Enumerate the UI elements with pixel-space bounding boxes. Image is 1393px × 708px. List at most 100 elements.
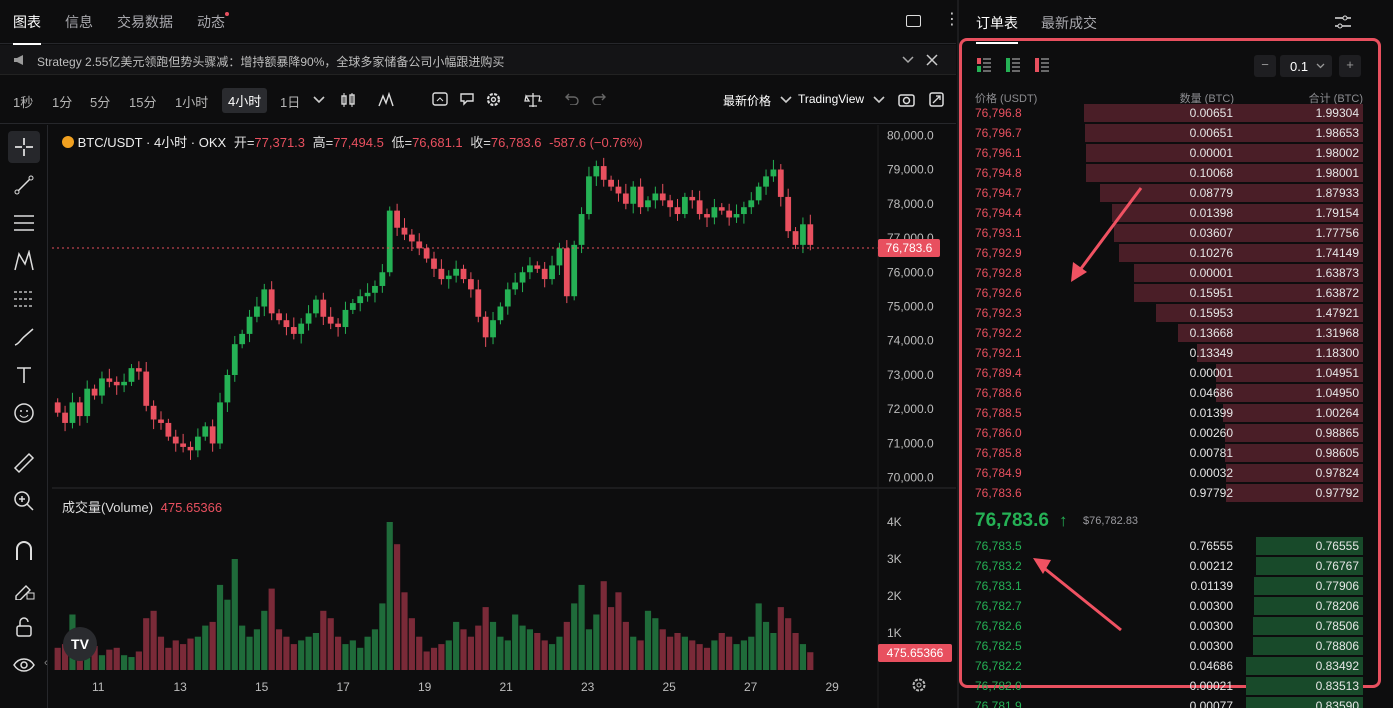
interval-1s[interactable]: 1秒: [13, 95, 34, 110]
provider-select[interactable]: TradingView: [798, 92, 865, 106]
candle-body: [401, 227, 408, 235]
ask-row[interactable]: 76,793.1 0.03607 1.77756: [975, 223, 1363, 243]
settings-icon[interactable]: [911, 677, 927, 693]
interval-1m[interactable]: 1分: [52, 95, 73, 110]
ask-row[interactable]: 76,796.8 0.00651 1.99304: [975, 103, 1363, 123]
replay-icon[interactable]: [432, 91, 448, 107]
bid-row[interactable]: 76,783.2 0.00212 0.76767: [975, 556, 1363, 576]
redo-icon[interactable]: [592, 93, 606, 105]
eye-icon[interactable]: [8, 649, 40, 681]
tab-chart[interactable]: 图表: [13, 14, 41, 45]
tab-activity[interactable]: 动态: [197, 14, 225, 30]
ask-row[interactable]: 76,786.0 0.00260 0.98865: [975, 423, 1363, 443]
gear-icon[interactable]: [485, 91, 502, 108]
tab-order-book[interactable]: 订单表: [976, 15, 1018, 31]
horizontal-lines-icon[interactable]: [8, 207, 40, 239]
interval-1d[interactable]: 1日: [280, 95, 301, 110]
text-icon[interactable]: [8, 359, 40, 391]
bid-row[interactable]: 76,781.9 0.00077 0.83590: [975, 696, 1363, 708]
price-axis[interactable]: 80,000.079,000.078,000.077,000.076,000.0…: [887, 128, 934, 484]
ask-row[interactable]: 76,794.7 0.08779 1.87933: [975, 183, 1363, 203]
fullscreen-icon[interactable]: [929, 92, 944, 107]
ask-row[interactable]: 76,792.9 0.10276 1.74149: [975, 243, 1363, 263]
ask-row[interactable]: 76,794.8 0.10068 1.98001: [975, 163, 1363, 183]
tab-trading-data[interactable]: 交易数据: [117, 14, 173, 30]
bid-row[interactable]: 76,782.2 0.04686 0.83492: [975, 656, 1363, 676]
asks-view-icon[interactable]: [1035, 58, 1049, 72]
ask-row[interactable]: 76,783.6 0.97792 0.97792: [975, 483, 1363, 503]
ask-row[interactable]: 76,788.6 0.04686 1.04950: [975, 383, 1363, 403]
crosshair-icon[interactable]: [8, 131, 40, 163]
candle-body: [490, 320, 496, 338]
chevron-down-icon[interactable]: [313, 96, 325, 104]
bid-row[interactable]: 76,782.7 0.00300 0.78206: [975, 596, 1363, 616]
lock-icon[interactable]: [8, 611, 40, 643]
window-icon[interactable]: [906, 15, 921, 27]
interval-5m[interactable]: 5分: [90, 95, 111, 110]
tab-info[interactable]: 信息: [65, 14, 93, 30]
chart-canvas[interactable]: 80,000.079,000.078,000.077,000.076,000.0…: [52, 125, 956, 708]
alert-icon[interactable]: [459, 91, 475, 107]
bid-row[interactable]: 76,782.6 0.00300 0.78506: [975, 616, 1363, 636]
magnet-icon[interactable]: [8, 535, 40, 567]
step-plus-button[interactable]: +: [1339, 55, 1361, 77]
chevron-down-icon[interactable]: [873, 96, 885, 104]
interval-1h[interactable]: 1小时: [175, 95, 209, 110]
ask-row[interactable]: 76,792.6 0.15951 1.63872: [975, 283, 1363, 303]
step-select[interactable]: 0.1: [1280, 55, 1332, 77]
total-cell: 1.04950: [1315, 386, 1359, 400]
chevron-down-icon[interactable]: [902, 55, 914, 65]
trendline-icon[interactable]: [8, 169, 40, 201]
ask-row[interactable]: 76,792.8 0.00001 1.63873: [975, 263, 1363, 283]
ask-row[interactable]: 76,792.3 0.15953 1.47921: [975, 303, 1363, 323]
compare-icon[interactable]: [524, 92, 542, 108]
bid-row[interactable]: 76,782.0 0.00021 0.83513: [975, 676, 1363, 696]
undo-icon[interactable]: [565, 93, 579, 105]
close-icon[interactable]: [926, 54, 938, 66]
price-chart[interactable]: 80,000.0 79,000.0 78,000.0 77,000.0 76,000.0…: [52, 125, 956, 708]
symbol-label[interactable]: BTC/USDT · 4小时 · OKX: [77, 135, 227, 150]
bid-row[interactable]: 76,783.1 0.01139 0.77906: [975, 576, 1363, 596]
ask-row[interactable]: 76,796.7 0.00651 1.98653: [975, 123, 1363, 143]
ask-row[interactable]: 76,788.5 0.01399 1.00264: [975, 403, 1363, 423]
interval-4h[interactable]: 4小时: [222, 88, 268, 113]
volume-bar: [644, 610, 652, 670]
both-sides-view-icon[interactable]: [977, 58, 991, 72]
tab-latest-trades[interactable]: 最新成交: [1041, 15, 1097, 31]
amount-cell: 0.00651: [1189, 106, 1233, 120]
pattern-icon[interactable]: [8, 245, 40, 277]
tradingview-logo-icon[interactable]: TV: [63, 627, 97, 661]
ask-row[interactable]: 76,796.1 0.00001 1.98002: [975, 143, 1363, 163]
volume-label[interactable]: 成交量(Volume): [62, 500, 154, 515]
candle-type-icon[interactable]: [340, 92, 356, 108]
ask-row[interactable]: 76,794.4 0.01398 1.79154: [975, 203, 1363, 223]
ask-row[interactable]: 76,784.9 0.00032 0.97824: [975, 463, 1363, 483]
lock-draw-icon[interactable]: [8, 573, 40, 605]
news-text[interactable]: Strategy 2.55亿美元领跑但势头骤减：增持额暴降90%，全球多家储备公…: [37, 55, 505, 69]
interval-15m[interactable]: 15分: [129, 95, 157, 110]
volume-axis[interactable]: 4K 3K 2K 1K: [887, 515, 902, 640]
sliders-icon[interactable]: [1334, 14, 1352, 30]
zoom-in-icon[interactable]: [8, 485, 40, 517]
ask-row[interactable]: 76,789.4 0.00001 1.04951: [975, 363, 1363, 383]
camera-icon[interactable]: [898, 92, 915, 107]
bid-row[interactable]: 76,782.5 0.00300 0.78806: [975, 636, 1363, 656]
price-type-select[interactable]: 最新价格: [723, 94, 772, 108]
collapse-arrow-icon[interactable]: ‹: [44, 657, 48, 669]
candle-body: [622, 193, 629, 204]
emoji-icon[interactable]: [8, 397, 40, 429]
ask-row[interactable]: 76,792.1 0.13349 1.18300: [975, 343, 1363, 363]
chevron-down-icon[interactable]: [780, 96, 792, 104]
bid-row[interactable]: 76,783.5 0.76555 0.76555: [975, 536, 1363, 556]
ask-row[interactable]: 76,785.8 0.00781 0.98605: [975, 443, 1363, 463]
more-icon[interactable]: ⋮: [944, 11, 960, 28]
bids-view-icon[interactable]: [1006, 58, 1020, 72]
ruler-icon[interactable]: [8, 447, 40, 479]
ask-row[interactable]: 76,792.2 0.13668 1.31968: [975, 323, 1363, 343]
indicators-icon[interactable]: [378, 92, 394, 108]
step-minus-button[interactable]: −: [1254, 55, 1276, 77]
fib-icon[interactable]: [8, 283, 40, 315]
time-axis[interactable]: 11 13 15 17 19 21 23 25 27 29: [92, 680, 839, 694]
brush-icon[interactable]: [8, 321, 40, 353]
panel-divider[interactable]: [957, 0, 959, 708]
